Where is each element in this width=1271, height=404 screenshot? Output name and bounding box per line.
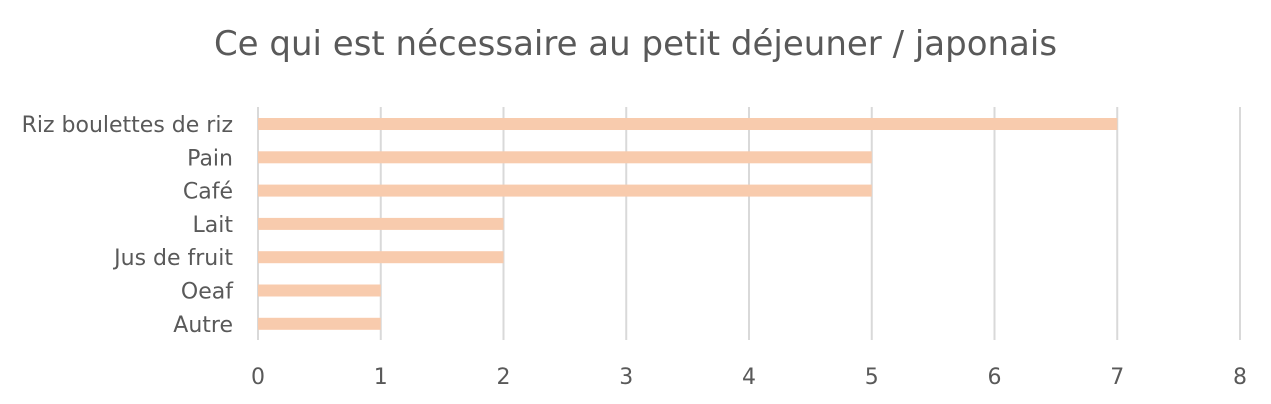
x-tick-label-2: 2	[497, 365, 511, 390]
y-tick-label-1: Riz boulettes de riz	[22, 113, 233, 138]
y-tick-label-5: Jus de fruit	[112, 246, 233, 271]
x-tick-label-6: 6	[988, 365, 1002, 390]
y-tick-label-7: Autre	[173, 313, 233, 338]
bar-2	[258, 151, 872, 164]
bar-6	[258, 284, 381, 297]
bar-4	[258, 217, 504, 230]
x-tick-label-0: 0	[251, 365, 265, 390]
bar-7	[258, 317, 381, 330]
bar-3	[258, 184, 872, 197]
chart-title: Ce qui est nécessaire au petit déjeuner …	[213, 24, 1058, 64]
bar-5	[258, 251, 504, 264]
x-tick-label-4: 4	[742, 365, 756, 390]
y-tick-label-2: Pain	[187, 146, 233, 171]
x-tick-label-3: 3	[619, 365, 633, 390]
x-tick-label-5: 5	[865, 365, 879, 390]
y-tick-label-3: Café	[183, 180, 233, 205]
y-tick-label-4: Lait	[193, 213, 234, 238]
x-tick-label-1: 1	[374, 365, 388, 390]
y-tick-label-6: Oeaf	[181, 280, 234, 305]
bar-1	[258, 118, 1118, 130]
x-tick-label-8: 8	[1233, 365, 1247, 390]
x-tick-label-7: 7	[1110, 365, 1124, 390]
